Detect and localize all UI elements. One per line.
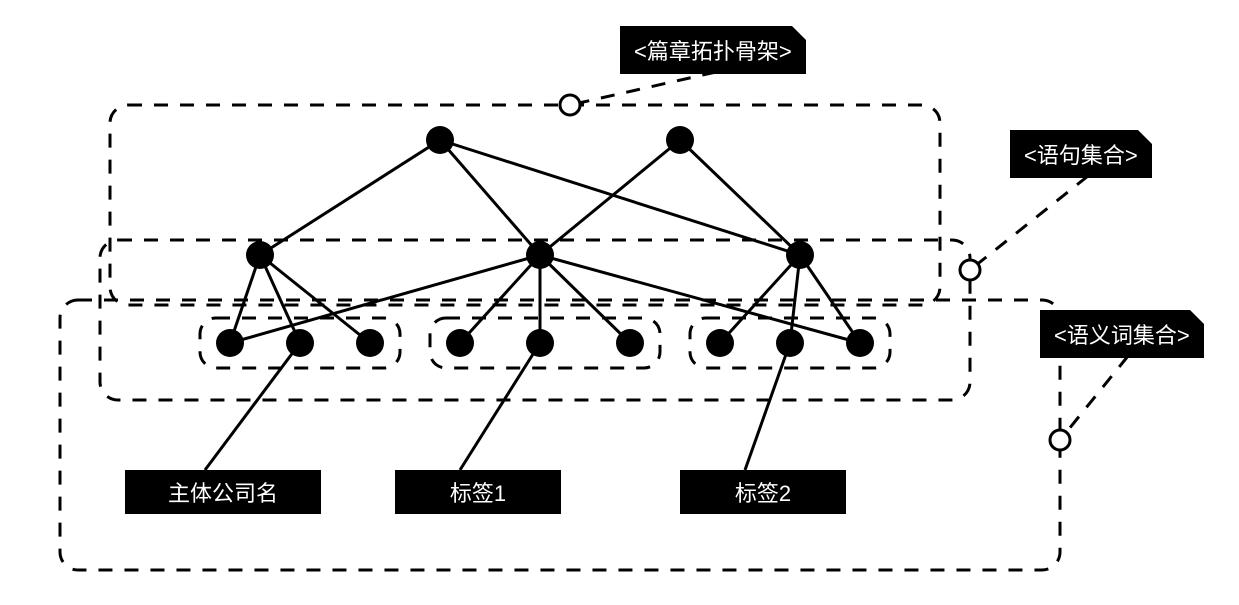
edge <box>440 140 800 255</box>
label-link <box>205 343 300 470</box>
callout-anchor-topology <box>560 95 580 115</box>
node-t1 <box>426 126 454 154</box>
callout-anchor-semantics <box>1050 430 1070 450</box>
bottom-label-1: 主体公司名 <box>125 470 321 514</box>
label-link <box>460 343 540 470</box>
node-l3 <box>356 329 384 357</box>
bottom-label-2: 标签1 <box>395 470 561 514</box>
node-m1 <box>246 241 274 269</box>
callout-topology: <篇章拓扑骨架> <box>620 26 806 74</box>
callout-text: <语义词集合> <box>1054 323 1190 348</box>
bottom-label-text: 主体公司名 <box>168 481 278 506</box>
edge <box>540 140 680 255</box>
node-l4 <box>446 329 474 357</box>
callout-leader-sentences <box>970 176 1088 270</box>
node-l7 <box>706 329 734 357</box>
label-link <box>745 343 790 470</box>
callout-text: <语句集合> <box>1024 143 1138 168</box>
callout-leader-topology <box>570 72 716 105</box>
region-semantics <box>60 300 1060 570</box>
node-t2 <box>666 126 694 154</box>
diagram-svg <box>0 0 1239 605</box>
node-l1 <box>216 329 244 357</box>
bottom-label-text: 标签2 <box>735 481 791 506</box>
callout-text: <篇章拓扑骨架> <box>634 39 792 64</box>
edge <box>680 140 800 255</box>
callout-semantics: <语义词集合> <box>1040 310 1204 358</box>
callout-leader-semantics <box>1060 356 1128 440</box>
edge <box>260 140 440 255</box>
region-topology <box>110 105 940 305</box>
diagram-canvas: <篇章拓扑骨架> <语句集合> <语义词集合> 主体公司名 标签1 标签2 <box>0 0 1239 605</box>
node-l9 <box>846 329 874 357</box>
bottom-label-text: 标签1 <box>450 481 506 506</box>
node-m3 <box>786 241 814 269</box>
node-l5 <box>526 329 554 357</box>
bottom-label-3: 标签2 <box>680 470 846 514</box>
callout-sentences: <语句集合> <box>1010 130 1152 178</box>
node-m2 <box>526 241 554 269</box>
callout-anchor-sentences <box>960 260 980 280</box>
node-l8 <box>776 329 804 357</box>
node-l2 <box>286 329 314 357</box>
node-l6 <box>616 329 644 357</box>
